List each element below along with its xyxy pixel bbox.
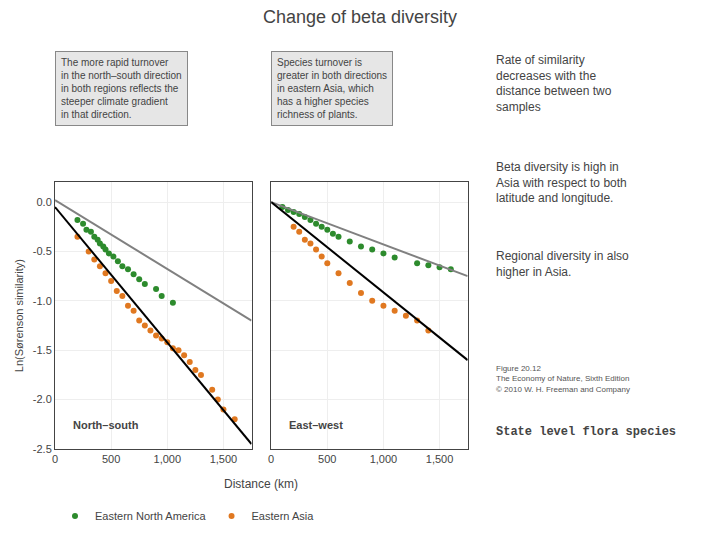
svg-text:1,500: 1,500 <box>210 453 238 465</box>
svg-text:Figure 20.12The Economy of Nat: Figure 20.12The Economy of Nature, Sixth… <box>496 364 630 394</box>
svg-text:-1.5: -1.5 <box>33 344 52 356</box>
svg-text:0.0: 0.0 <box>37 196 52 208</box>
svg-text:0: 0 <box>268 453 274 465</box>
svg-text:Beta diversity is high inAsia: Beta diversity is high inAsia with respe… <box>496 160 627 205</box>
svg-text:North–south: North–south <box>73 419 139 431</box>
svg-text:500: 500 <box>318 453 336 465</box>
svg-text:0: 0 <box>52 453 58 465</box>
svg-text:Eastern Asia: Eastern Asia <box>252 510 315 522</box>
svg-text:-1.0: -1.0 <box>33 295 52 307</box>
svg-text:500: 500 <box>102 453 120 465</box>
svg-text:-2.5: -2.5 <box>33 443 52 455</box>
svg-text:Distance (km): Distance (km) <box>224 477 298 491</box>
svg-text:Rate of similaritydecreases wi: Rate of similaritydecreases with thedist… <box>496 53 612 114</box>
svg-text:Ln(Sørenson similarity): Ln(Sørenson similarity) <box>13 259 25 372</box>
svg-text:1,000: 1,000 <box>154 453 182 465</box>
svg-text:East–west: East–west <box>289 419 343 431</box>
svg-text:State level flora species: State level flora species <box>496 425 676 439</box>
svg-text:Regional diversity in alsohigh: Regional diversity in alsohigher in Asia… <box>496 249 629 279</box>
svg-text:-2.0: -2.0 <box>33 393 52 405</box>
svg-text:Eastern North America: Eastern North America <box>95 510 207 522</box>
svg-text:-0.5: -0.5 <box>33 245 52 257</box>
svg-text:1,000: 1,000 <box>370 453 398 465</box>
svg-text:Species turnover isgreater in: Species turnover isgreater in both direc… <box>277 57 387 120</box>
svg-text:Change of beta diversity: Change of beta diversity <box>263 7 457 27</box>
svg-text:1,500: 1,500 <box>426 453 454 465</box>
svg-text:The more rapid turnoverin the: The more rapid turnoverin the north–sout… <box>61 57 182 120</box>
